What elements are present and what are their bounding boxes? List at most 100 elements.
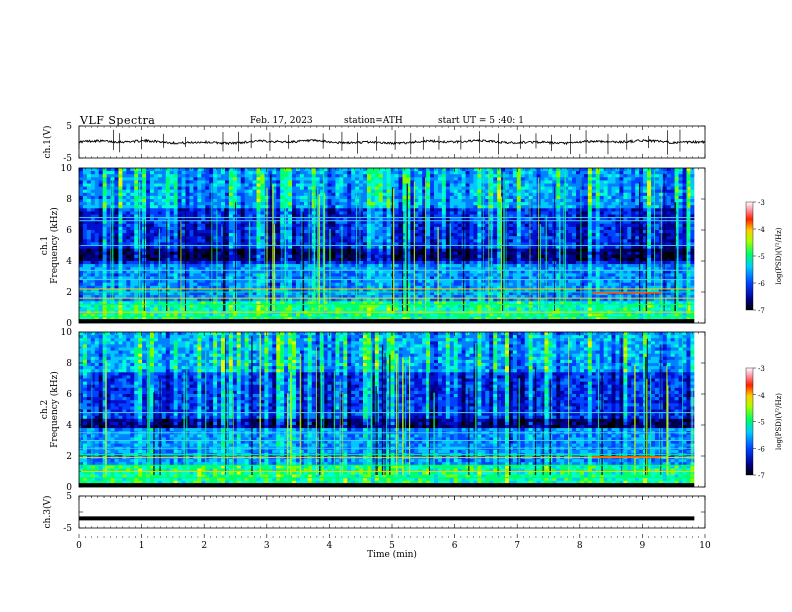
spectrogram-cell [398, 183, 403, 187]
spectrogram-cell [682, 226, 687, 231]
spectrogram-cell [213, 242, 218, 246]
spectrogram-cell [169, 223, 175, 228]
spectrogram-cell [343, 171, 348, 175]
spectrogram-cell [90, 211, 96, 215]
spectrogram-cell [173, 202, 179, 206]
spectrogram-cell [501, 180, 506, 184]
spectrogram-cell [674, 239, 679, 243]
spectrogram-cell [441, 220, 447, 225]
spectrogram-cell [469, 168, 474, 172]
spectrogram-cell [603, 192, 608, 197]
spectrogram-cell [378, 254, 384, 259]
spectrogram-cell [611, 186, 616, 191]
spectrogram-cell [583, 217, 589, 222]
spectrogram-cell [118, 223, 123, 228]
spectrogram-cell [607, 199, 612, 203]
spectrogram-cell [564, 230, 569, 234]
spectrogram-cell [323, 217, 328, 222]
spectrogram-cell [599, 220, 605, 225]
spectrogram-cell [181, 174, 186, 178]
spectrogram-cell [512, 199, 518, 203]
spectrogram-cell [631, 214, 636, 218]
spectrogram-cell [643, 236, 648, 240]
spectrogram-cell [422, 220, 427, 225]
spectrogram-cell [335, 214, 340, 218]
spectrogram-cell [303, 202, 309, 206]
spectrogram-cell [489, 183, 494, 187]
spectrogram-cell [587, 211, 593, 215]
spectrogram-cell [169, 239, 175, 243]
spectrogram-cell [556, 226, 561, 231]
spectrogram-cell [248, 220, 253, 225]
spectrogram-cell [201, 236, 206, 240]
spectrogram-cell [497, 245, 502, 249]
spectrogram-cell [599, 186, 605, 191]
spectrogram-cell [540, 202, 545, 206]
spectrogram-cell [520, 195, 526, 200]
spectrogram-cell [548, 226, 553, 231]
spectrogram-cell [224, 199, 230, 203]
spectrogram-cell [402, 257, 407, 262]
spectrogram-cell [205, 242, 210, 246]
spectrogram-cell [465, 186, 470, 191]
spectrogram-cell [607, 217, 612, 222]
spectrogram-cell [209, 233, 214, 237]
spectrogram-cell [623, 211, 628, 215]
spectrogram-cell [540, 214, 545, 218]
spectrogram-cell [319, 208, 324, 212]
spectrogram-cell [654, 177, 660, 181]
spectrogram-cell [599, 245, 605, 249]
spectrogram-cell [678, 239, 683, 243]
spectrogram-cell [331, 223, 336, 228]
spectrogram-cell [347, 226, 352, 231]
spectrogram-cell [280, 192, 285, 197]
spectrogram-cell [347, 171, 352, 175]
spectrogram-cell [173, 177, 179, 181]
spectrogram-cell [153, 202, 159, 206]
spectrogram-cell [303, 205, 309, 209]
spectrogram-cell [674, 220, 679, 225]
spectrogram-cell [449, 233, 455, 237]
spectrogram-cell [378, 202, 384, 206]
spectrogram-cell [670, 180, 676, 184]
spectrogram-cell [583, 205, 589, 209]
spectrogram-cell [122, 257, 127, 262]
spectrogram-cell [165, 171, 171, 175]
spectrogram-cell [106, 226, 111, 231]
spectrogram-cell [236, 205, 242, 209]
spectrogram-cell [465, 195, 470, 200]
spectrogram-cell [449, 239, 455, 243]
spectrogram-cell [394, 195, 399, 200]
spectrogram-cell [260, 233, 265, 237]
spectrogram-cell [130, 251, 135, 256]
spectrogram-cell [666, 171, 672, 175]
spectrogram-cell [414, 171, 419, 175]
spectrogram-cell [213, 202, 218, 206]
spectrogram-cell [374, 199, 380, 203]
spectrogram-cell [150, 192, 155, 197]
spectrogram-cell [422, 211, 427, 215]
spectrogram-cell [556, 168, 561, 172]
spectrogram-cell [643, 177, 648, 181]
spectrogram-cell [189, 180, 194, 184]
spectrogram-cell [489, 171, 494, 175]
spectrogram-cell [682, 192, 687, 197]
spectrogram-cell [165, 168, 171, 172]
spectrogram-cell [623, 180, 628, 184]
spectrogram-cell [161, 245, 167, 249]
spectrogram-cell [351, 195, 356, 200]
spectrogram-cell [86, 214, 92, 218]
spectrogram-cell [224, 242, 230, 246]
spectrogram-cell [228, 208, 234, 212]
spectrogram-cell [248, 208, 253, 212]
spectrogram-cell [260, 261, 265, 265]
spectrogram-cell [138, 202, 143, 206]
spectrogram-cell [579, 189, 585, 194]
spectrogram-cell [319, 174, 324, 178]
spectrogram-cell [213, 261, 218, 265]
spectrogram-cell [370, 211, 376, 215]
spectrogram-cell [394, 217, 399, 222]
spectrogram-cell [378, 208, 384, 212]
spectrogram-cell [647, 211, 652, 215]
spectrogram-cell [82, 245, 88, 249]
